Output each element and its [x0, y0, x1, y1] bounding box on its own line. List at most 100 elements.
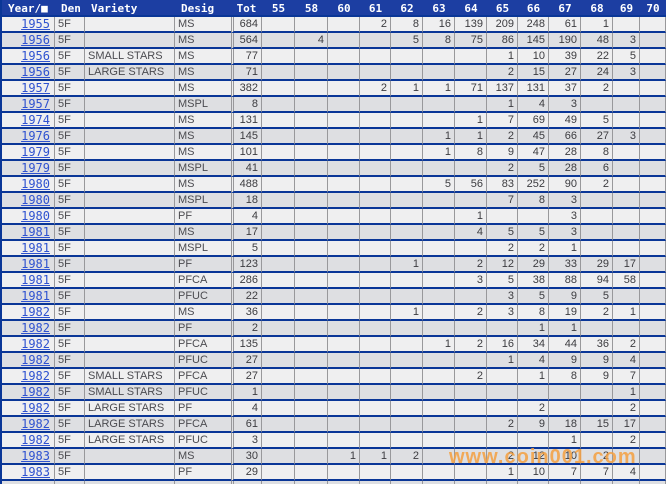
cell-g58 — [295, 81, 328, 97]
cell-year: 1980 — [2, 193, 55, 209]
year-link[interactable]: 1980 — [21, 177, 50, 191]
cell-g64: 2 — [455, 337, 487, 353]
cell-variety: SMALL STARS — [85, 49, 175, 65]
cell-g61: 1 — [360, 449, 391, 465]
cell-tot: 8 — [231, 97, 262, 113]
cell-g61 — [360, 161, 391, 177]
cell-g64: 2 — [455, 305, 487, 321]
cell-year: 1956 — [2, 65, 55, 81]
cell-g65 — [487, 321, 518, 337]
cell-g58 — [295, 129, 328, 145]
column-header-tot: Tot — [231, 0, 262, 17]
year-link[interactable]: 1982 — [21, 433, 50, 447]
year-link[interactable]: 1982 — [21, 337, 50, 351]
cell-g64 — [455, 193, 487, 209]
cell-g65 — [487, 433, 518, 449]
cell-g68 — [581, 97, 613, 113]
cell-variety: LARGE STARS — [85, 65, 175, 81]
cell-g55 — [262, 433, 295, 449]
column-header-variety: Variety — [85, 0, 175, 17]
year-link[interactable]: 1956 — [21, 49, 50, 63]
column-header-g63: 63 — [423, 0, 455, 17]
year-link[interactable]: 1982 — [21, 305, 50, 319]
cell-g70 — [640, 465, 666, 481]
year-link[interactable]: 1983 — [21, 465, 50, 479]
cell-g70 — [640, 289, 666, 305]
cell-g63: 1 — [423, 81, 455, 97]
cell-g62 — [391, 417, 423, 433]
cell-g61 — [360, 305, 391, 321]
cell-tot: 5 — [231, 241, 262, 257]
cell-g70 — [640, 97, 666, 113]
year-link[interactable]: 1979 — [21, 145, 50, 159]
year-link[interactable]: 1980 — [21, 209, 50, 223]
cell-g64 — [455, 241, 487, 257]
cell-g69: 7 — [613, 369, 640, 385]
cell-g60 — [328, 369, 360, 385]
cell-g65: 7 — [487, 193, 518, 209]
cell-g70 — [640, 241, 666, 257]
year-link[interactable]: 1981 — [21, 257, 50, 271]
cell-g65: 3 — [487, 305, 518, 321]
cell-g66: 9 — [518, 417, 549, 433]
cell-desig: MS — [175, 145, 231, 161]
year-link[interactable]: 1974 — [21, 113, 50, 127]
cell-g68: 94 — [581, 273, 613, 289]
cell-den: 5F — [55, 465, 85, 481]
cell-den: 5F — [55, 193, 85, 209]
cell-g67: 88 — [549, 273, 581, 289]
year-link[interactable]: 1955 — [21, 17, 50, 31]
cell-g68 — [581, 433, 613, 449]
year-link[interactable]: 1976 — [21, 129, 50, 143]
cell-g64: 3 — [455, 273, 487, 289]
cell-den: 5F — [55, 401, 85, 417]
year-link[interactable]: 1981 — [21, 273, 50, 287]
cell-desig: MS — [175, 49, 231, 65]
cell-variety: SMALL STARS — [85, 385, 175, 401]
cell-g65: 1 — [487, 353, 518, 369]
cell-g58: 4 — [295, 33, 328, 49]
cell-g61 — [360, 225, 391, 241]
year-link[interactable]: 1982 — [21, 369, 50, 383]
cell-g67: 1 — [549, 321, 581, 337]
year-link[interactable]: 1956 — [21, 33, 50, 47]
year-link[interactable]: 1983 — [21, 449, 50, 463]
cell-g62 — [391, 145, 423, 161]
cell-g64: 8 — [455, 145, 487, 161]
cell-g61 — [360, 337, 391, 353]
year-link[interactable]: 1957 — [21, 97, 50, 111]
year-link[interactable]: 1979 — [21, 161, 50, 175]
cell-variety — [85, 465, 175, 481]
cell-g68: 22 — [581, 49, 613, 65]
cell-g68: 5 — [581, 289, 613, 305]
cell-g61 — [360, 321, 391, 337]
year-link[interactable]: 1982 — [21, 417, 50, 431]
cell-den: 5F — [55, 81, 85, 97]
cell-g55 — [262, 97, 295, 113]
cell-g69: 3 — [613, 129, 640, 145]
cell-year: 1981 — [2, 257, 55, 273]
year-link[interactable]: 1982 — [21, 385, 50, 399]
cell-desig: PFUC — [175, 289, 231, 305]
cell-g69: 4 — [613, 353, 640, 369]
cell-g66: 10 — [518, 465, 549, 481]
year-link[interactable]: 1956 — [21, 65, 50, 79]
cell-g70 — [640, 161, 666, 177]
year-link[interactable]: 1981 — [21, 225, 50, 239]
year-link[interactable]: 1982 — [21, 353, 50, 367]
cell-desig: PFUC — [175, 353, 231, 369]
cell-g55 — [262, 417, 295, 433]
year-link[interactable]: 1957 — [21, 81, 50, 95]
year-link[interactable]: 1982 — [21, 321, 50, 335]
year-link[interactable]: 1981 — [21, 241, 50, 255]
year-link[interactable]: 1982 — [21, 401, 50, 415]
cell-g70 — [640, 81, 666, 97]
cell-g62 — [391, 209, 423, 225]
cell-g70 — [640, 257, 666, 273]
cell-variety — [85, 193, 175, 209]
cell-g62 — [391, 353, 423, 369]
year-link[interactable]: 1980 — [21, 193, 50, 207]
cell-g65: 137 — [487, 81, 518, 97]
cell-g55 — [262, 193, 295, 209]
year-link[interactable]: 1981 — [21, 289, 50, 303]
